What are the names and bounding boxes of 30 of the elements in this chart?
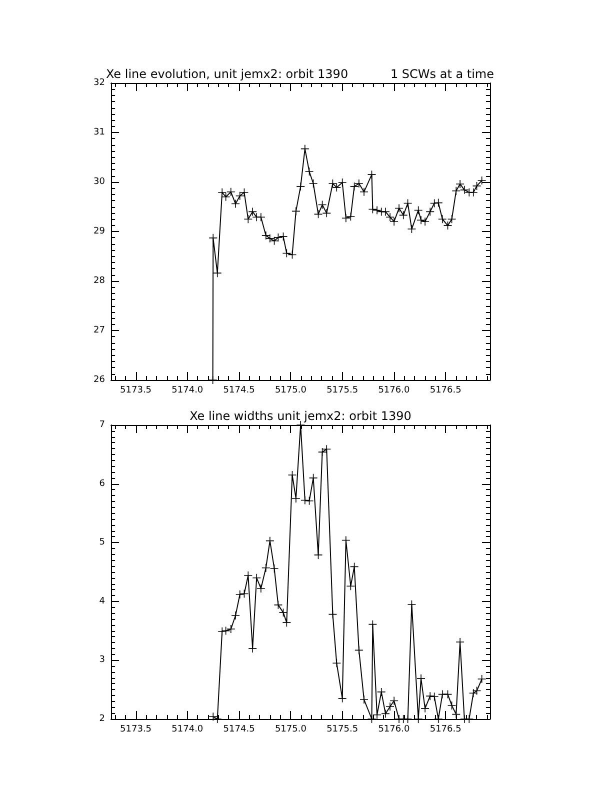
x-tick-label: 5175.0 [274,386,307,396]
y-tick-label: 29 [94,226,106,236]
x-tick-label: 5174.0 [172,386,204,396]
chart-title: Xe line widths unit jemx2: orbit 1390 [190,409,412,423]
y-tick-label: 26 [94,375,106,385]
y-tick-label: 6 [99,478,106,489]
x-tick-label: 5174.5 [223,386,255,396]
x-tick-label: 5174.5 [223,724,255,734]
y-tick-label: 32 [94,78,105,88]
x-tick-label: 5176.5 [430,386,462,396]
x-tick-label: 5173.5 [120,724,152,734]
y-tick-label: 31 [94,128,105,138]
y-tick-label: 4 [99,596,106,606]
y-tick-label: 3 [99,655,105,666]
x-tick-label: 5176.0 [378,724,410,734]
x-tick-label: 5174.0 [172,724,204,734]
x-tick-label: 5175.0 [274,724,307,734]
chart-subtitle: 1 SCWs at a time [390,67,494,81]
x-tick-label: 5175.5 [326,386,358,396]
x-tick-label: 5176.5 [430,724,462,734]
y-tick-label: 30 [94,177,106,187]
x-tick-label: 5173.5 [120,386,152,396]
y-tick-label: 27 [94,326,105,336]
y-tick-label: 7 [99,420,105,430]
x-tick-label: 5176.0 [378,386,410,396]
y-tick-label: 28 [94,276,106,286]
y-tick-label: 5 [99,538,105,548]
y-tick-label: 2 [99,714,105,724]
x-tick-label: 5175.5 [326,724,358,734]
chart-title: Xe line evolution, unit jemx2: orbit 1390 [106,67,348,81]
